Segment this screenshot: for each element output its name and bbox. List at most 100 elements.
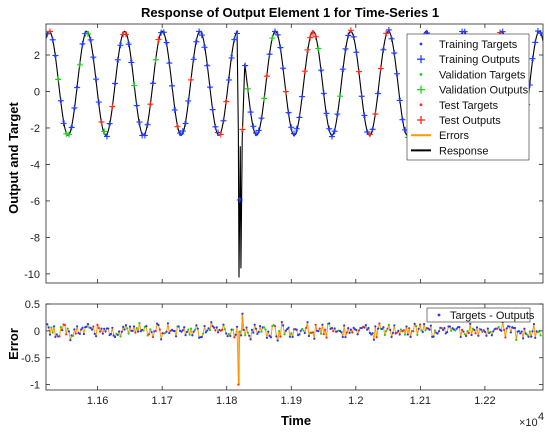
error-dot	[231, 328, 235, 331]
output-plus	[461, 28, 468, 35]
output-plus	[328, 133, 335, 140]
error-dot	[460, 328, 464, 331]
output-plus	[320, 90, 327, 97]
output-plus	[52, 52, 59, 59]
bottom-legend-box	[426, 307, 531, 323]
output-plus	[261, 95, 268, 102]
output-plus	[299, 93, 306, 100]
output-plus	[288, 124, 295, 131]
error-dot	[111, 326, 114, 329]
error-dot	[131, 329, 134, 333]
error-dot	[517, 330, 521, 333]
error-dot	[90, 328, 94, 331]
error-dot	[473, 328, 476, 331]
output-plus	[152, 56, 159, 63]
error-dot	[100, 327, 103, 330]
error-dot	[360, 326, 363, 330]
output-plus	[87, 36, 94, 43]
output-plus	[372, 111, 379, 118]
top-chart-title: Response of Output Element 1 for Time-Se…	[141, 5, 439, 20]
error-dot	[149, 328, 152, 331]
error-dot	[374, 325, 377, 328]
error-dot	[313, 337, 316, 340]
error-dot	[74, 332, 77, 335]
error-dot	[446, 330, 449, 334]
output-plus	[128, 59, 135, 66]
error-dot	[282, 324, 285, 327]
error-dot	[248, 334, 251, 337]
output-plus	[375, 90, 382, 97]
error-dot	[85, 325, 88, 328]
error-dot	[51, 331, 54, 334]
error-dot	[189, 327, 193, 330]
legend-marker-dot	[419, 42, 423, 46]
error-dot	[275, 335, 278, 338]
error-dot	[417, 327, 420, 330]
error-dot	[204, 331, 207, 334]
error-dot	[421, 330, 424, 334]
output-plus	[285, 109, 292, 116]
error-dot	[378, 322, 381, 325]
output-plus	[47, 28, 54, 35]
error-dot	[226, 335, 229, 338]
error-dot	[235, 325, 239, 328]
error-dot	[273, 325, 277, 328]
error-dot	[150, 330, 153, 334]
error-dot	[174, 335, 178, 338]
error-dot	[192, 330, 195, 333]
error-dot	[433, 329, 437, 332]
error-dot	[530, 335, 533, 338]
error-dot	[345, 331, 348, 334]
output-plus	[277, 44, 284, 51]
error-dot	[112, 334, 115, 337]
output-plus	[309, 30, 316, 37]
error-dot	[263, 326, 266, 329]
error-dot	[142, 329, 145, 332]
error-dot	[46, 323, 49, 326]
error-dot	[253, 323, 256, 326]
output-plus	[247, 109, 254, 116]
error-dot	[250, 328, 254, 331]
output-plus	[244, 85, 251, 92]
error-dot	[459, 335, 462, 339]
output-plus	[255, 127, 262, 134]
output-plus	[307, 34, 314, 41]
error-dot	[137, 330, 140, 333]
error-dot	[532, 323, 535, 326]
output-plus	[95, 99, 102, 106]
error-dot	[82, 332, 85, 336]
output-plus	[55, 76, 62, 83]
top-y-tick-label: -6	[30, 196, 40, 208]
error-dot	[126, 327, 129, 330]
error-dot	[523, 327, 526, 330]
output-plus	[71, 104, 78, 111]
error-dot	[328, 322, 331, 325]
error-dot	[344, 336, 347, 339]
error-dot	[116, 333, 119, 337]
output-plus	[112, 80, 119, 87]
error-dot	[539, 334, 542, 337]
error-dot	[393, 324, 396, 327]
error-dot	[89, 326, 92, 329]
top-y-tick-label: -10	[24, 269, 40, 281]
error-dot	[321, 323, 324, 326]
bottom-legend: Targets - Outputs	[426, 307, 535, 323]
error-dot	[416, 333, 419, 337]
error-dot	[210, 321, 213, 324]
output-plus	[190, 56, 197, 63]
error-dot	[385, 329, 388, 333]
error-dot	[96, 323, 99, 327]
error-dot	[474, 332, 477, 335]
output-plus	[204, 62, 211, 69]
error-dot	[284, 329, 287, 332]
error-dot	[420, 329, 423, 332]
bottom-x-tick-label: 1.22	[474, 395, 495, 407]
error-dot	[372, 338, 376, 341]
error-dot	[355, 328, 358, 332]
error-dot	[181, 329, 184, 332]
error-dot	[347, 326, 350, 330]
output-plus	[150, 80, 157, 87]
output-plus	[117, 42, 124, 49]
error-dot	[283, 333, 286, 336]
error-dot	[242, 328, 245, 332]
